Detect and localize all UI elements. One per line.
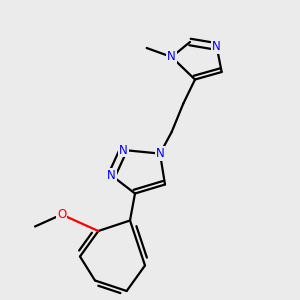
Text: N: N	[156, 147, 164, 160]
Text: N: N	[167, 50, 176, 64]
Text: N: N	[119, 143, 128, 157]
Text: N: N	[212, 40, 221, 53]
Text: N: N	[107, 169, 116, 182]
Text: O: O	[57, 208, 66, 221]
